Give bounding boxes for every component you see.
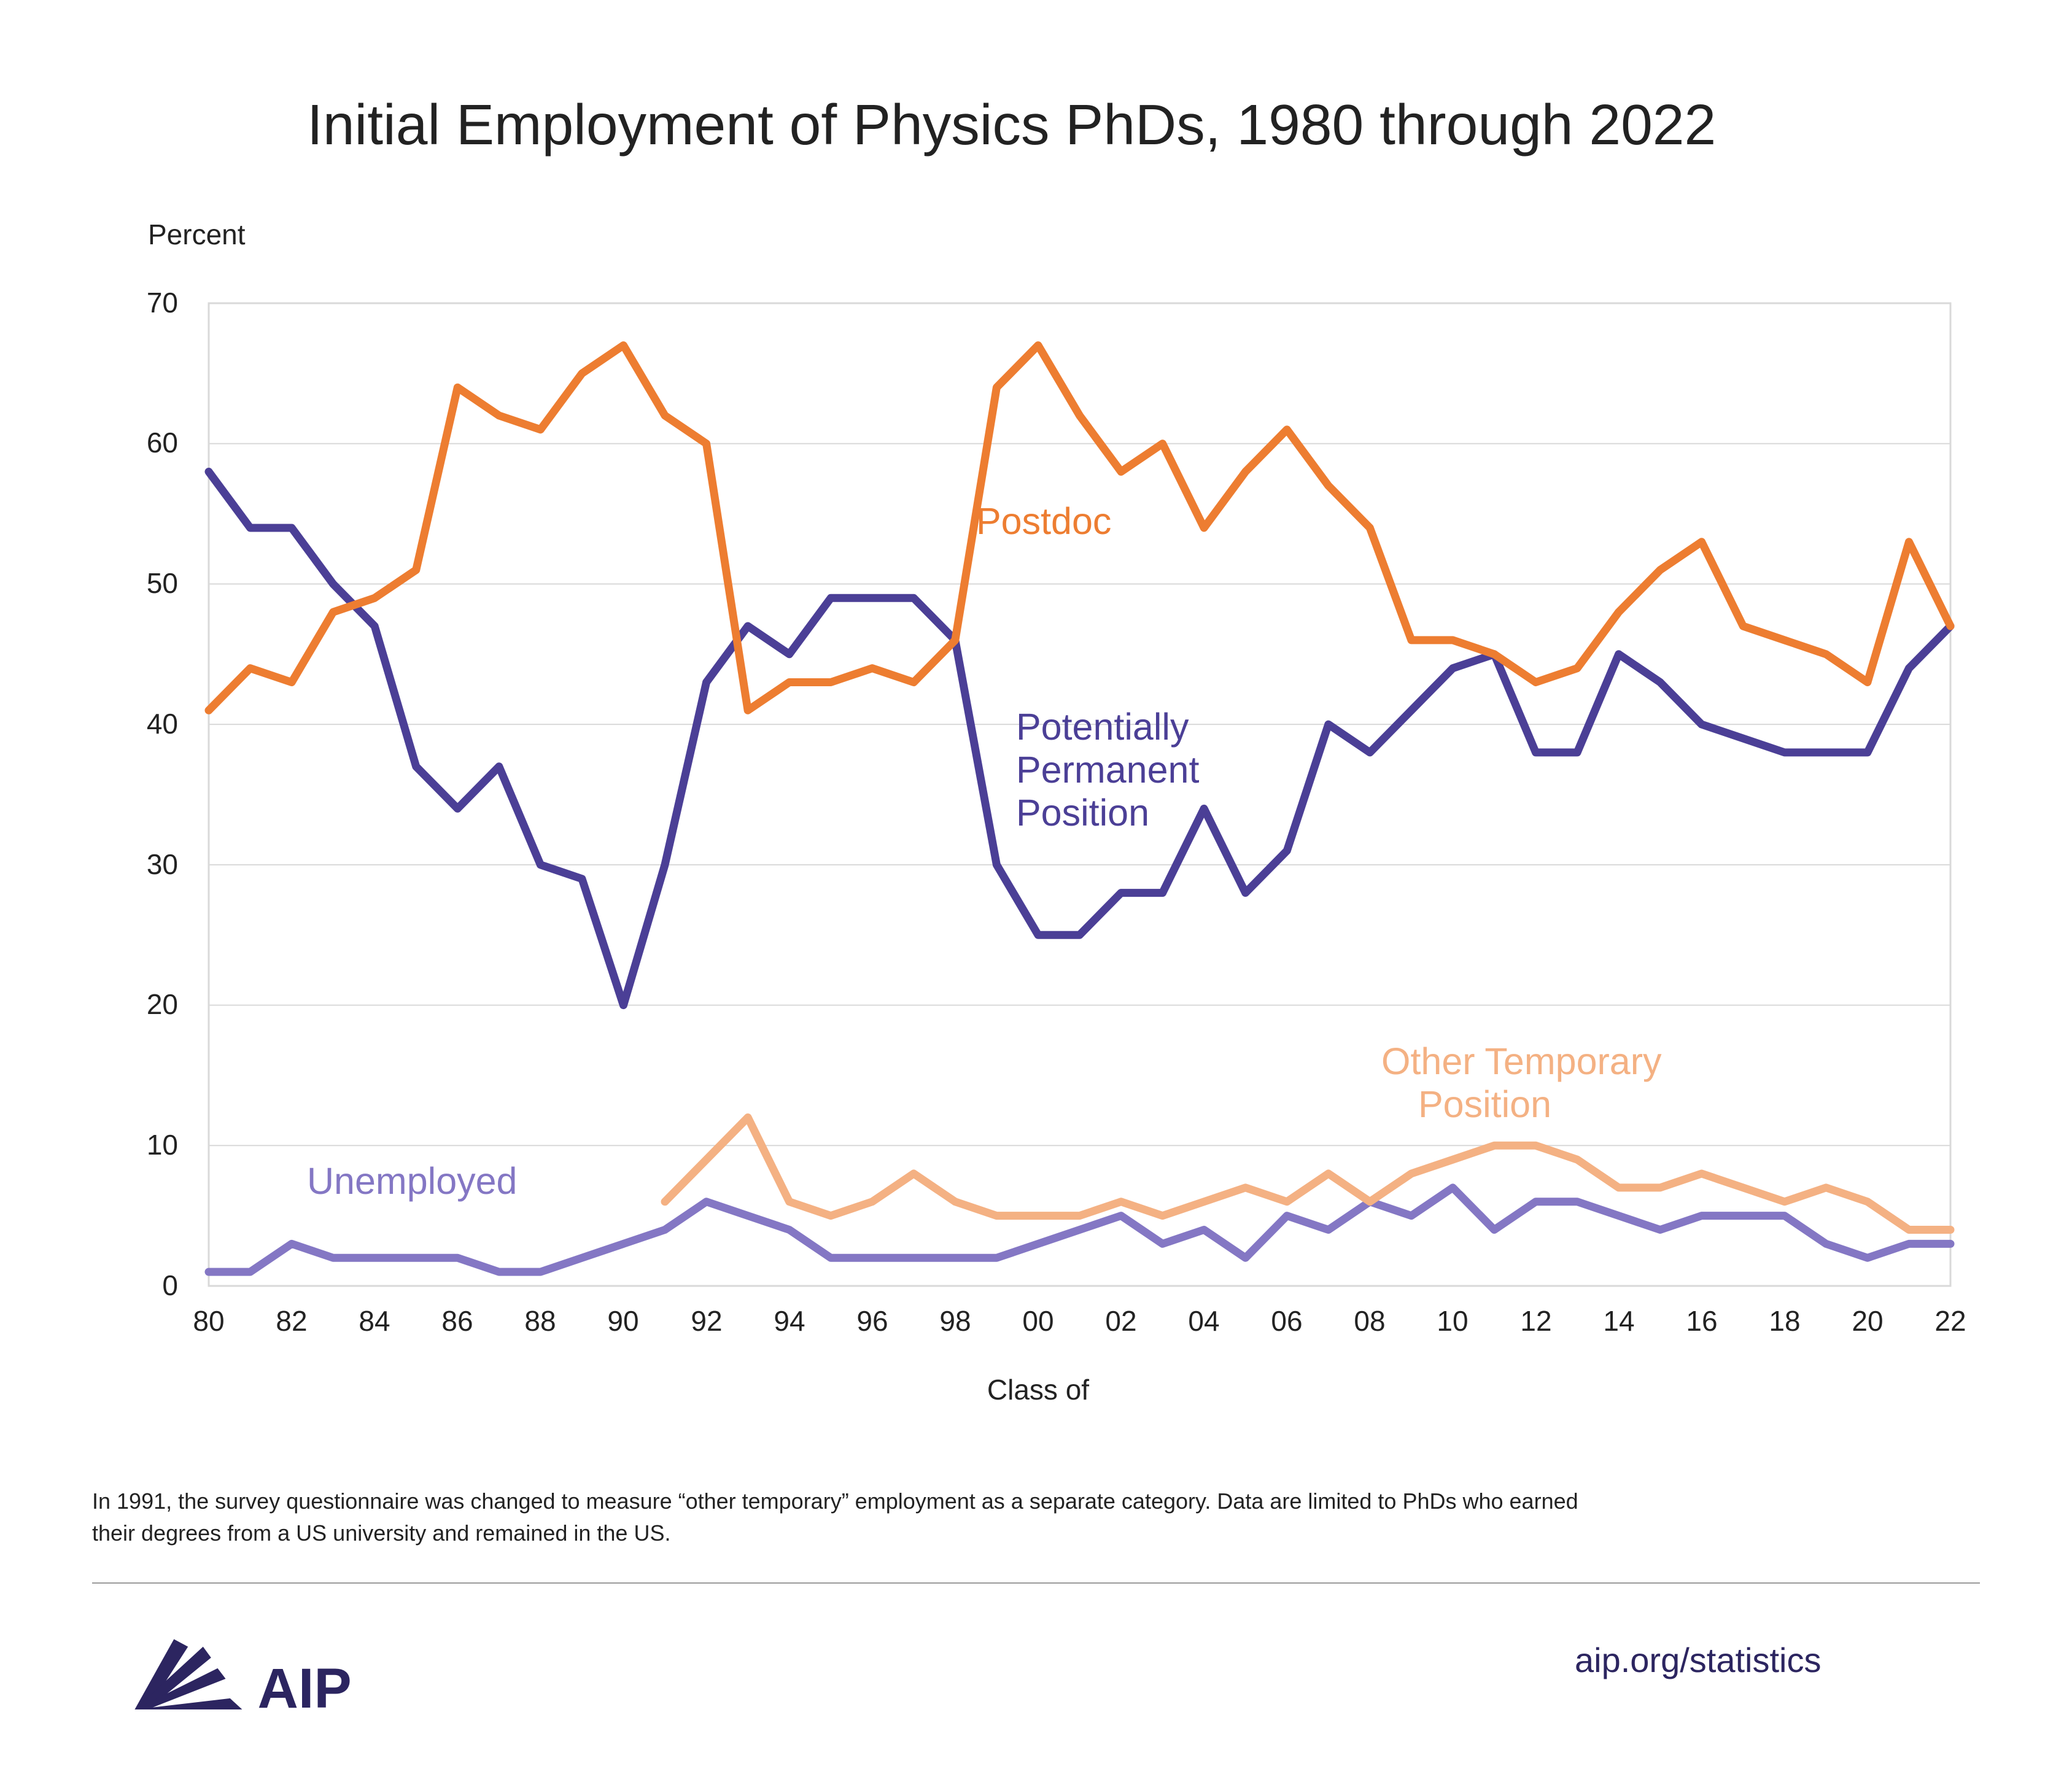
svg-text:98: 98	[939, 1305, 971, 1337]
svg-text:80: 80	[193, 1305, 224, 1337]
svg-text:12: 12	[1520, 1305, 1551, 1337]
svg-text:AIP: AIP	[257, 1657, 351, 1719]
svg-text:88: 88	[524, 1305, 556, 1337]
svg-text:16: 16	[1686, 1305, 1717, 1337]
svg-text:Other Temporary: Other Temporary	[1381, 1040, 1662, 1082]
svg-text:10: 10	[147, 1129, 178, 1161]
svg-text:Position: Position	[1016, 792, 1149, 834]
svg-text:Potentially: Potentially	[1016, 706, 1189, 748]
svg-text:Class of: Class of	[987, 1374, 1089, 1406]
svg-text:Position: Position	[1418, 1083, 1551, 1125]
svg-text:90: 90	[607, 1305, 638, 1337]
svg-text:08: 08	[1354, 1305, 1385, 1337]
svg-text:06: 06	[1271, 1305, 1302, 1337]
svg-text:70: 70	[147, 287, 178, 319]
svg-text:0: 0	[162, 1269, 178, 1301]
svg-text:84: 84	[359, 1305, 390, 1337]
svg-text:00: 00	[1022, 1305, 1053, 1337]
svg-text:14: 14	[1603, 1305, 1634, 1337]
svg-text:Permanent: Permanent	[1016, 749, 1199, 791]
svg-text:82: 82	[276, 1305, 307, 1337]
svg-text:30: 30	[147, 848, 178, 880]
svg-text:94: 94	[774, 1305, 805, 1337]
svg-text:92: 92	[691, 1305, 722, 1337]
svg-text:18: 18	[1769, 1305, 1800, 1337]
svg-text:22: 22	[1934, 1305, 1966, 1337]
svg-text:96: 96	[856, 1305, 888, 1337]
svg-text:40: 40	[147, 708, 178, 740]
svg-text:Postdoc: Postdoc	[976, 500, 1111, 542]
svg-text:20: 20	[1852, 1305, 1883, 1337]
svg-text:50: 50	[147, 567, 178, 599]
svg-text:60: 60	[147, 427, 178, 459]
svg-text:Unemployed: Unemployed	[307, 1160, 517, 1202]
svg-text:02: 02	[1105, 1305, 1136, 1337]
svg-text:10: 10	[1437, 1305, 1468, 1337]
svg-text:20: 20	[147, 988, 178, 1020]
svg-text:86: 86	[441, 1305, 473, 1337]
svg-text:04: 04	[1188, 1305, 1219, 1337]
